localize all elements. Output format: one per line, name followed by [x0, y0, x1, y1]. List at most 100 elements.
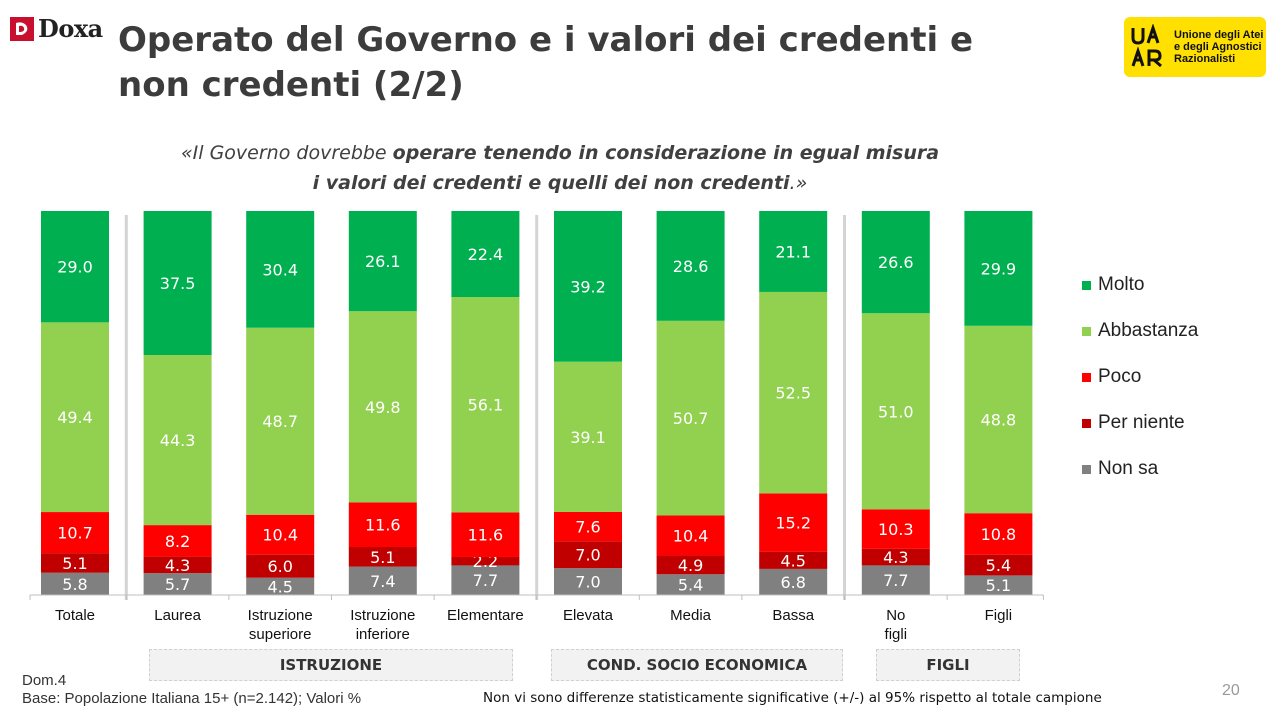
category-label: Bassa: [772, 607, 814, 624]
bar-segment-poco: [759, 493, 828, 552]
data-label: 5.8: [62, 575, 87, 594]
bar-segment-abbastanza: [41, 322, 109, 513]
data-label: 8.2: [165, 532, 190, 551]
bar-segment-non-sa: [143, 573, 212, 595]
doxa-logo-text: Doxa: [38, 14, 103, 43]
data-label: 10.8: [981, 525, 1017, 544]
data-label: 10.4: [262, 526, 298, 545]
bar-segment-per-niente: [656, 555, 725, 575]
group-label-figli: FIGLI: [876, 649, 1020, 681]
bar-segment-molto: [41, 211, 109, 323]
legend-swatch: [1082, 418, 1091, 428]
bar-segment-poco: [656, 515, 725, 556]
data-label: 50.7: [673, 409, 709, 428]
significance-note: Non vi sono differenze statisticamente s…: [483, 690, 1102, 706]
group-label-istruzione: ISTRUZIONE: [149, 649, 513, 681]
bar-segment-non-sa: [861, 565, 930, 595]
data-label: 7.7: [883, 571, 908, 590]
bar-segment-poco: [451, 512, 520, 557]
data-label: 4.5: [267, 577, 292, 596]
data-label: 51.0: [878, 402, 914, 421]
data-label: 30.4: [262, 260, 298, 279]
data-label: 48.7: [262, 412, 298, 431]
data-label: 26.1: [365, 252, 401, 271]
legend-label: Abbastanza: [1098, 320, 1199, 341]
bar-segment-abbastanza: [143, 355, 212, 526]
bar-segment-abbastanza: [861, 313, 930, 510]
bar-segment-abbastanza: [246, 327, 315, 515]
group-label-cond-socio-economica: COND. SOCIO ECONOMICA: [551, 649, 843, 681]
data-label: 29.0: [57, 258, 93, 277]
stacked-bar-chart: 5.85.110.749.429.0Totale5.74.38.244.337.…: [29, 211, 1044, 643]
chart-legend: Molto Abbastanza Poco Per niente Non sa: [1082, 262, 1198, 492]
bar-segment-poco: [41, 512, 109, 554]
data-label: 49.4: [57, 408, 93, 427]
data-label: 22.4: [468, 245, 504, 264]
data-label: 44.3: [160, 431, 196, 450]
bar-segment-per-niente: [348, 547, 417, 567]
uaar-logo-line: e degli Agnostici: [1174, 41, 1262, 53]
data-label: 10.3: [878, 520, 914, 539]
data-label: 5.4: [678, 576, 703, 595]
data-label: 15.2: [775, 513, 811, 532]
legend-item-poco: Poco: [1082, 354, 1198, 400]
bar-segment-molto: [759, 211, 828, 292]
data-label: 56.1: [468, 396, 504, 415]
question-code: Dom.4: [22, 672, 67, 689]
category-label: Elementare: [447, 607, 524, 624]
data-label: 52.5: [775, 384, 811, 403]
data-label: 29.9: [981, 259, 1017, 278]
data-label: 4.5: [780, 551, 805, 570]
uaar-logo-line: Razionalisti: [1174, 53, 1236, 65]
data-label: 7.7: [473, 571, 498, 590]
data-label: 37.5: [160, 274, 196, 293]
bar-segment-molto: [143, 211, 212, 355]
quote-close: .»: [789, 172, 808, 194]
legend-swatch: [1082, 326, 1091, 336]
category-label: Istruzione inferiore: [350, 607, 415, 643]
sample-base: Base: Popolazione Italiana 15+ (n=2.142)…: [22, 690, 362, 707]
bar-segment-abbastanza: [964, 325, 1033, 514]
uaar-logo: Unione degli Atei e degli Agnostici Razi…: [1124, 17, 1266, 77]
data-label: 11.6: [365, 516, 401, 535]
category-label: No figli: [885, 607, 908, 643]
legend-item-non-sa: Non sa: [1082, 446, 1198, 492]
data-label: 10.7: [57, 524, 93, 543]
doxa-logo-icon: [10, 16, 34, 41]
data-label: 5.1: [370, 548, 395, 567]
bar-segment-non-sa: [964, 575, 1033, 595]
legend-swatch: [1082, 372, 1091, 382]
data-label: 7.4: [370, 572, 395, 591]
quote-bold-2: i valori dei credenti e quelli dei non c…: [312, 172, 790, 194]
data-label: 5.1: [986, 576, 1011, 595]
bar-segment-non-sa: [554, 568, 622, 595]
data-label: 39.2: [570, 277, 606, 296]
data-label: 5.7: [165, 575, 190, 594]
bar-segment-poco: [348, 502, 417, 547]
bar-segment-per-niente: [246, 554, 315, 578]
data-label: 39.1: [570, 428, 606, 447]
data-label: 28.6: [673, 257, 709, 276]
bar-segment-molto: [451, 211, 520, 298]
bar-segment-molto: [554, 211, 622, 362]
legend-label: Molto: [1098, 274, 1145, 295]
data-label: 11.6: [468, 526, 504, 545]
bar-segment-poco: [554, 511, 622, 542]
bar-segment-per-niente: [759, 551, 828, 569]
bar-segment-per-niente: [41, 553, 109, 573]
legend-label: Non sa: [1098, 458, 1159, 479]
data-label: 7.0: [575, 573, 600, 592]
bar-segment-molto: [861, 211, 930, 314]
data-label: 6.8: [780, 573, 805, 592]
page-title: Operato del Governo e i valori dei crede…: [118, 18, 1018, 108]
legend-item-molto: Molto: [1082, 262, 1198, 308]
data-label: 5.4: [986, 556, 1011, 575]
bar-segment-poco: [246, 514, 315, 555]
bar-segment-abbastanza: [348, 311, 417, 503]
data-label: 4.3: [883, 548, 908, 567]
data-label: 7.0: [575, 546, 600, 565]
bar-segment-non-sa: [348, 566, 417, 595]
category-label: Figli: [985, 607, 1013, 624]
category-label: Istruzione superiore: [248, 607, 313, 643]
uaar-logo-line: Unione degli Atei: [1174, 29, 1264, 41]
